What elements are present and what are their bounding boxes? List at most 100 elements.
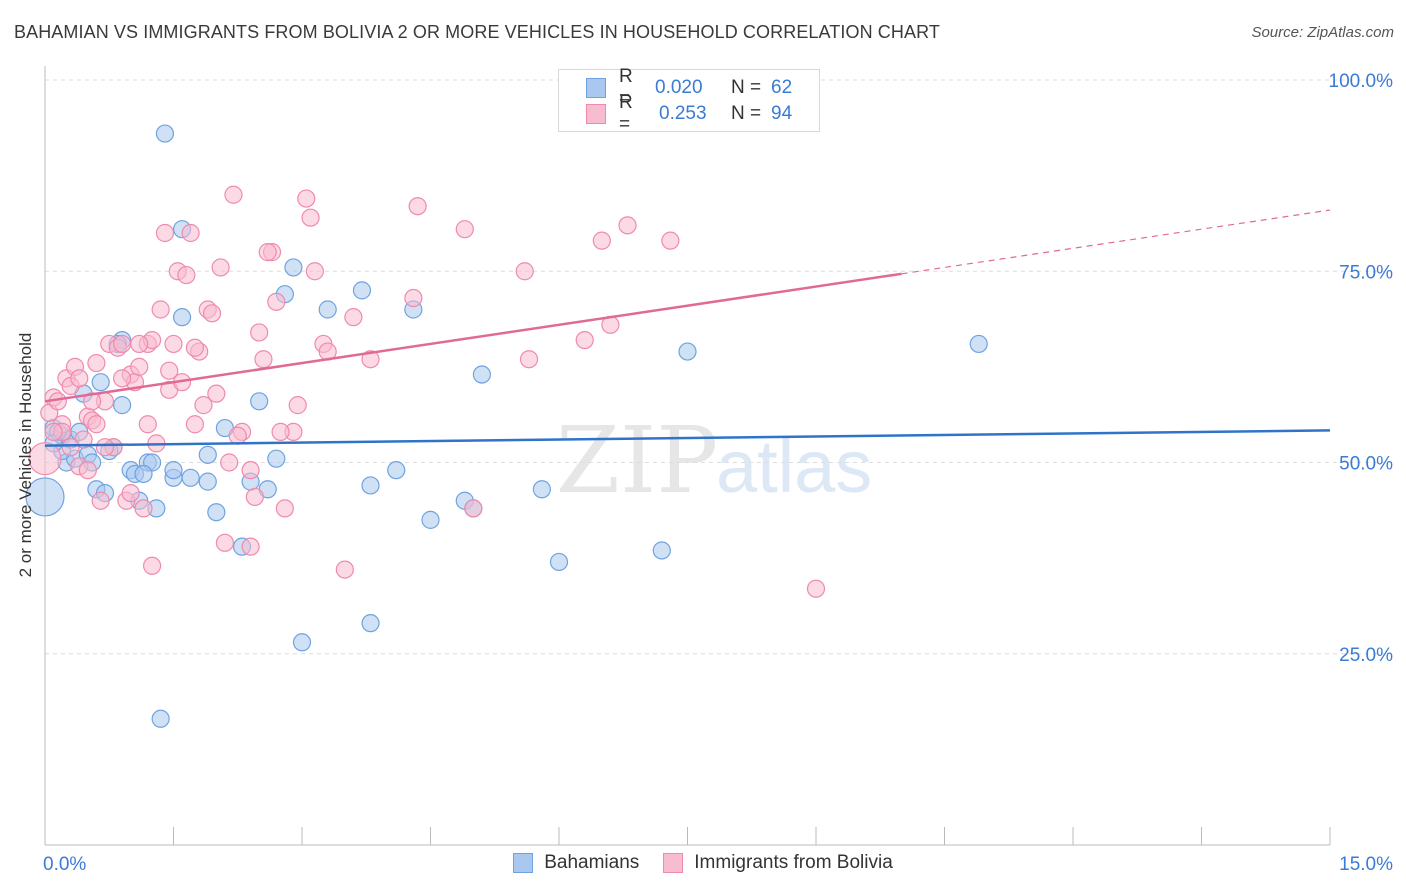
point-bolivia [592, 231, 611, 250]
legend-r-label: R = [619, 66, 633, 109]
point-bahamians [207, 503, 226, 522]
legend-swatch-bahamians [586, 78, 606, 98]
point-bahamians [155, 124, 175, 143]
legend-swatch-bahamians [513, 853, 534, 873]
point-bahamians [198, 472, 217, 491]
point-bahamians [549, 552, 569, 572]
point-bolivia [112, 334, 132, 354]
legend-n-value: 62 [771, 77, 793, 98]
series-legend: Bahamians Immigrants from Bolivia [0, 852, 1406, 874]
point-bahamians [361, 614, 380, 633]
point-bolivia [112, 369, 132, 388]
point-bahamians [172, 308, 192, 327]
point-bahamians [318, 300, 337, 319]
legend-n-value: 94 [771, 103, 793, 124]
point-bolivia [245, 487, 264, 507]
point-bahamians [25, 477, 65, 517]
point-bolivia [87, 353, 106, 373]
legend-item-bolivia[interactable]: Immigrants from Bolivia [663, 852, 893, 874]
point-bolivia [254, 350, 273, 369]
point-bolivia [661, 231, 680, 250]
point-bolivia [28, 442, 62, 476]
point-bolivia [220, 453, 239, 472]
point-bolivia [130, 334, 149, 354]
point-bolivia [275, 499, 294, 518]
trend-line-bolivia-projection [901, 209, 1331, 275]
legend-r-value: 0.253 [659, 103, 707, 124]
watermark: ZIP atlas [556, 407, 872, 514]
point-bolivia [404, 288, 423, 308]
legend-n-label: N = [731, 103, 762, 124]
point-bahamians [134, 464, 153, 484]
point-bolivia [464, 499, 483, 518]
watermark-zip: ZIP [556, 407, 718, 514]
point-bahamians [267, 449, 286, 468]
y-axis-label: 2 or more Vehicles in Household [16, 332, 35, 578]
legend-label-bolivia: Immigrants from Bolivia [694, 852, 893, 873]
y-tick-label: 50.0% [1339, 454, 1393, 475]
point-bahamians [361, 476, 380, 495]
legend-label-bahamians: Bahamians [544, 852, 640, 873]
point-bolivia [194, 396, 213, 415]
point-bahamians [112, 396, 132, 415]
legend-r-label: R = [619, 92, 633, 135]
point-bolivia [301, 208, 320, 227]
point-bolivia [515, 262, 534, 281]
point-bolivia [142, 556, 162, 575]
point-bolivia [361, 350, 380, 369]
legend-row-bolivia: R = 0.253 N = 94 [559, 92, 793, 135]
point-bolivia [228, 426, 247, 445]
trend-line-bahamians [44, 429, 1331, 447]
y-tick-label: 100.0% [1329, 71, 1394, 92]
point-bahamians [198, 445, 217, 464]
point-bahamians [472, 365, 491, 384]
point-bolivia [258, 243, 277, 262]
point-bolivia [134, 499, 153, 518]
point-bolivia [83, 392, 102, 411]
point-bolivia [271, 422, 290, 441]
chart-source: Source: ZipAtlas.com [1251, 24, 1394, 41]
y-tick-label: 25.0% [1339, 645, 1393, 666]
point-bolivia [806, 579, 826, 598]
point-bolivia [95, 438, 115, 457]
point-bahamians [678, 342, 697, 361]
point-bahamians [352, 281, 372, 300]
trend-line-bolivia [44, 272, 902, 403]
point-bolivia [241, 537, 260, 556]
point-bahamians [164, 461, 183, 480]
point-bolivia [519, 350, 539, 369]
point-bolivia [160, 361, 179, 380]
point-bolivia [61, 438, 80, 457]
point-bolivia [288, 396, 307, 415]
point-bolivia [408, 197, 427, 216]
data-points [25, 124, 988, 728]
point-bolivia [70, 369, 89, 388]
point-bolivia [297, 189, 316, 208]
point-bolivia [181, 223, 200, 243]
point-bahamians [250, 392, 269, 411]
point-bolivia [250, 323, 269, 342]
point-bolivia [155, 223, 175, 243]
point-bahamians [969, 334, 988, 354]
point-bolivia [618, 216, 637, 235]
point-bolivia [575, 331, 594, 350]
y-tick-label: 75.0% [1339, 262, 1393, 283]
trend-lines [44, 209, 1331, 447]
legend-item-bahamians[interactable]: Bahamians [513, 852, 639, 874]
point-bolivia [91, 491, 110, 510]
point-bahamians [151, 709, 170, 728]
point-bolivia [211, 258, 230, 277]
point-bahamians [284, 258, 303, 277]
point-bolivia [138, 415, 157, 434]
correlation-legend: R = 0.020 N = 62 R = 0.253 N = 94 [558, 66, 820, 135]
point-bolivia [455, 220, 474, 239]
point-bahamians [387, 461, 406, 480]
point-bahamians [91, 373, 110, 392]
point-bolivia [335, 560, 354, 579]
point-bolivia [78, 461, 97, 480]
point-bolivia [121, 484, 140, 503]
point-bolivia [44, 422, 63, 441]
point-bolivia [215, 533, 234, 552]
watermark-atlas: atlas [716, 425, 872, 508]
